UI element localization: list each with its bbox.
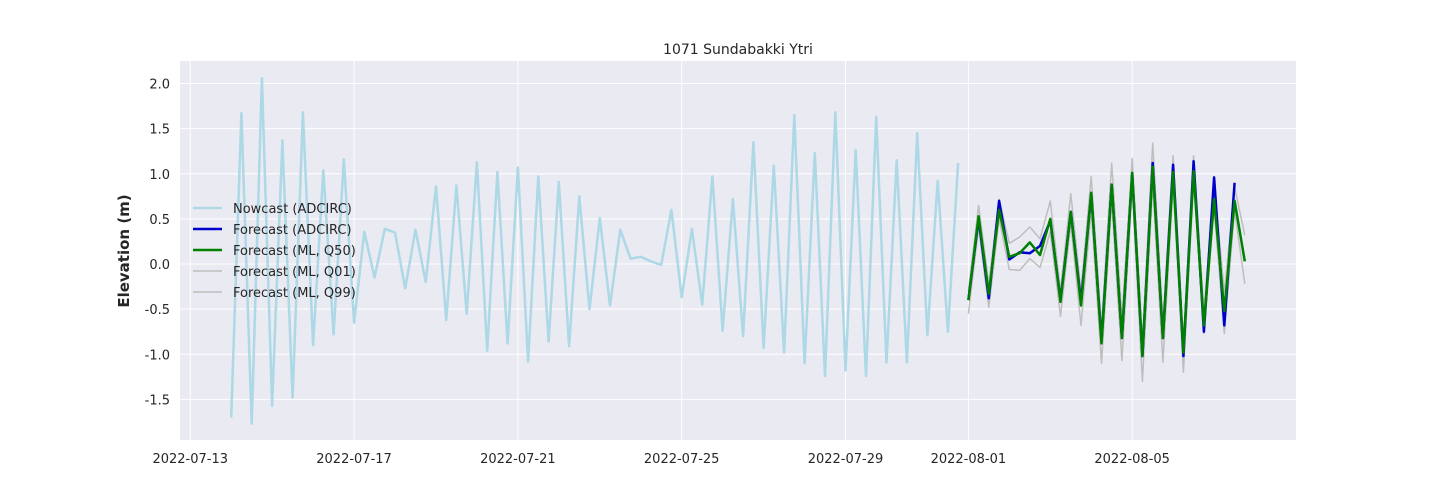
x-tick-label: 2022-07-13: [152, 452, 228, 467]
x-tick-label: 2022-08-01: [931, 452, 1007, 467]
y-tick-label: -0.5: [145, 303, 170, 318]
legend-label-forecast-adcirc: Forecast (ADCIRC): [233, 223, 352, 238]
x-tick-labels: 2022-07-13 2022-07-17 2022-07-21 2022-07-25…: [152, 452, 1170, 467]
legend: Nowcast (ADCIRC) Forecast (ADCIRC) Forecas…: [193, 202, 356, 301]
y-tick-label: -1.0: [145, 348, 170, 363]
plot-area: [180, 61, 1296, 440]
series-layer: [229, 76, 1247, 426]
x-tick-label: 2022-07-29: [808, 452, 884, 467]
y-axis-label: Elevation (m): [115, 194, 133, 307]
x-tick-label: 2022-07-17: [316, 452, 392, 467]
x-gridlines: [189, 61, 1133, 440]
y-tick-label: 1.5: [149, 123, 170, 138]
chart-title: 1071 Sundabakki Ytri: [663, 42, 813, 58]
x-tick-label: 2022-08-05: [1094, 452, 1170, 467]
y-tick-label: 0.5: [149, 213, 170, 228]
y-tick-label: 0.0: [149, 258, 170, 273]
x-tick-label: 2022-07-21: [480, 452, 556, 467]
legend-label-nowcast-adcirc: Nowcast (ADCIRC): [233, 202, 352, 217]
series-line-nowcast-adcirc: [229, 76, 960, 426]
y-tick-labels: -1.5 -1.0 -0.5 0.0 0.5 1.0 1.5 2.0: [145, 78, 170, 409]
y-tick-label: -1.5: [145, 393, 170, 408]
y-tick-label: 2.0: [149, 78, 170, 93]
y-tick-label: 1.0: [149, 168, 170, 183]
legend-label-forecast-ml-q99: Forecast (ML, Q99): [233, 286, 356, 301]
series-line-forecast-ml-q50: [967, 165, 1247, 358]
legend-label-forecast-ml-q01: Forecast (ML, Q01): [233, 265, 356, 280]
x-tick-label: 2022-07-25: [644, 452, 720, 467]
legend-label-forecast-ml-q50: Forecast (ML, Q50): [233, 244, 356, 259]
